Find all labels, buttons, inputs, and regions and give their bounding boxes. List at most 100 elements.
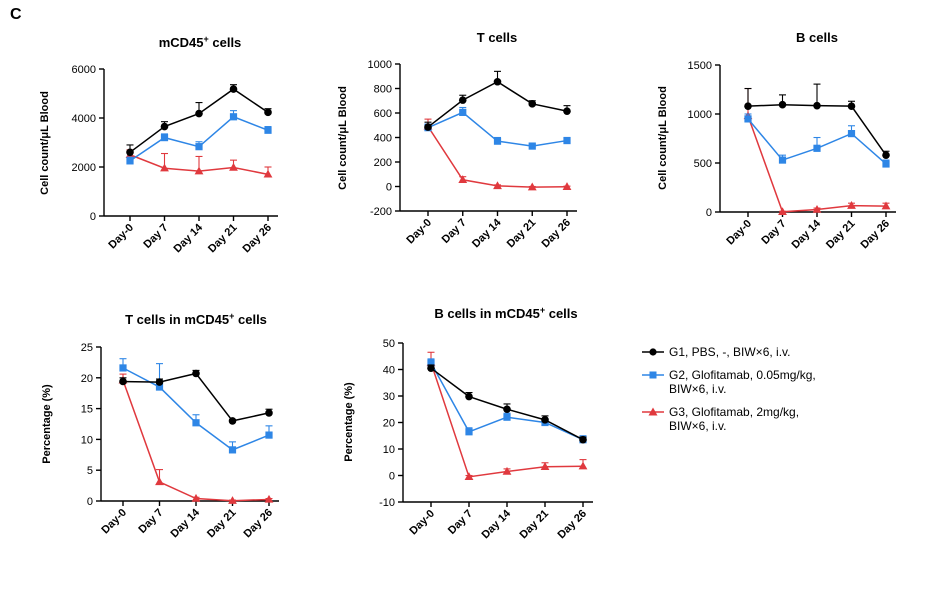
data-point (540, 462, 550, 470)
data-point (427, 359, 435, 367)
y-tick-label: 15 (81, 404, 93, 416)
x-tick-label: Day 7 (141, 222, 170, 251)
data-point (228, 417, 237, 425)
y-tick-label: 4000 (72, 113, 96, 125)
data-point (427, 364, 435, 372)
data-point (155, 378, 164, 386)
x-tick-label: Day 7 (446, 508, 475, 537)
data-point (503, 405, 511, 414)
chart-title-sup: + (540, 305, 545, 315)
data-point (465, 428, 473, 436)
y-tick-label: 0 (389, 471, 395, 483)
series-line (122, 380, 270, 502)
x-tick-label: Day 7 (136, 507, 165, 536)
data-point (126, 157, 134, 165)
series-g2 (119, 358, 273, 454)
y-tick-label: 600 (374, 108, 392, 120)
y-tick-label: 50 (383, 338, 395, 350)
data-point (263, 169, 273, 178)
y-tick-label: 1000 (368, 59, 392, 71)
series-line (427, 80, 568, 128)
data-point (229, 162, 238, 171)
legend-label-g3-line2: BIW×6, i.v. (669, 419, 727, 433)
y-tick-label: -10 (379, 497, 395, 509)
y-tick-label: -200 (370, 206, 392, 218)
x-tick-label: Day 14 (470, 216, 504, 250)
x-tick-label: Day 26 (556, 508, 590, 542)
chart-title: T cells in mCD45+ cells (125, 311, 267, 327)
legend-item-g1: G1, PBS, -, BIW×6, i.v. (641, 345, 931, 359)
series-g2 (126, 110, 272, 165)
data-point (160, 122, 169, 131)
y-tick-label: 0 (90, 211, 96, 223)
x-tick-label: Day-0 (106, 222, 136, 252)
x-tick-label: Day 21 (518, 508, 552, 542)
data-point (264, 494, 274, 503)
data-point (562, 182, 572, 190)
data-point (195, 109, 203, 118)
data-point (812, 204, 822, 213)
legend: G1, PBS, -, BIW×6, i.v. G2, Glofitamab, … (641, 345, 931, 442)
panel-letter: C (10, 6, 22, 23)
data-point (847, 130, 856, 138)
x-tick-label: Day-0 (724, 218, 754, 248)
chart-title-suffix: cells (209, 35, 242, 50)
y-tick-label: 6000 (72, 64, 96, 76)
y-tick-label: 30 (383, 391, 395, 403)
chart-title-sup: + (204, 34, 209, 44)
y-tick-label: 0 (386, 182, 392, 194)
chart-title: B cells in mCD45+ cells (434, 305, 577, 321)
x-tick-label: Day 26 (242, 507, 276, 541)
data-point (458, 96, 467, 104)
data-point (493, 77, 502, 86)
x-tick-label: Day-0 (407, 508, 437, 538)
data-point (228, 496, 237, 504)
data-point (458, 175, 468, 183)
series-g3 (118, 373, 274, 504)
legend-label-g2-line2: BIW×6, i.v. (669, 382, 727, 396)
data-point (126, 148, 134, 157)
data-point (882, 160, 890, 168)
chart-title-suffix: cells (234, 312, 267, 327)
y-tick-label: 800 (374, 84, 392, 96)
x-tick-label: Day-0 (404, 217, 434, 247)
chart-3: B cells Cell count/μL Blood 0 500 1000 1500 Da… (657, 30, 896, 251)
y-tick-label: 20 (81, 373, 93, 385)
data-point (503, 413, 511, 421)
y-axis-label: Percentage (%) (41, 384, 53, 464)
legend-marker-g3 (642, 407, 664, 416)
series-g1 (744, 83, 890, 159)
data-point (465, 392, 473, 401)
y-tick-label: 25 (81, 342, 93, 354)
series-g1 (424, 70, 571, 131)
x-tick-label: Day 7 (440, 217, 469, 246)
data-point (192, 369, 200, 378)
series-line (122, 372, 270, 422)
data-point (424, 123, 432, 131)
series-line (129, 115, 269, 162)
data-point (563, 136, 571, 145)
x-tick-label: Day 7 (759, 218, 788, 247)
data-point (155, 383, 164, 391)
y-tick-label: 500 (694, 158, 712, 170)
y-axis-label: Cell count/μL Blood (39, 91, 51, 195)
data-point (579, 435, 587, 444)
data-point (778, 156, 787, 164)
series-g3 (423, 118, 572, 191)
x-tick-label: Day 21 (206, 222, 240, 256)
y-tick-label: 20 (383, 418, 395, 430)
data-point (882, 151, 890, 159)
y-axis-label: Cell count/μL Blood (657, 86, 669, 190)
y-tick-label: 5 (87, 465, 93, 477)
data-point (119, 377, 127, 386)
series-g3 (125, 149, 273, 178)
y-tick-label: 0 (706, 207, 712, 219)
data-point (194, 166, 204, 175)
data-point (228, 446, 237, 454)
legend-label-g3-line1: G3, Glofitamab, 2mg/kg, (669, 405, 800, 419)
data-point (195, 143, 203, 151)
data-point (119, 364, 127, 372)
y-tick-label: 1500 (688, 60, 712, 72)
data-point (264, 108, 272, 117)
